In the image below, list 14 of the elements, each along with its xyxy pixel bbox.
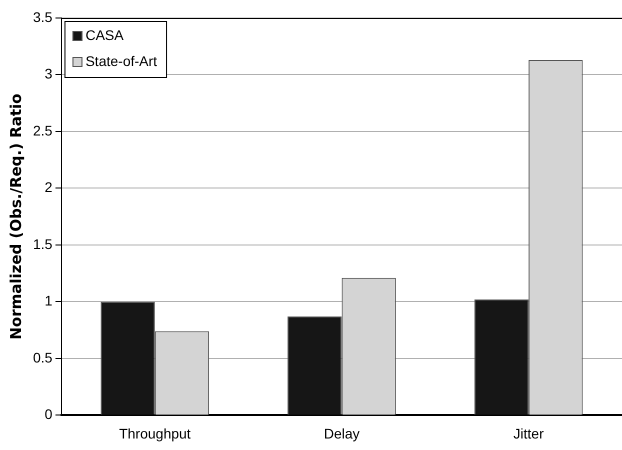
y-tick-label: 1 (44, 292, 53, 309)
y-tick-label: 3 (44, 66, 53, 82)
y-axis-title: Normalized (Obs./Req.) Ratio (6, 94, 25, 340)
legend-label: State-of-Art (85, 52, 158, 69)
x-tick-label: Delay (324, 425, 360, 442)
y-tick-label: 1.5 (32, 236, 53, 252)
x-tick-label: Throughput (119, 425, 191, 442)
y-tick-label: 0 (44, 406, 53, 422)
legend-label: CASA (85, 26, 124, 43)
x-tick-label: Jitter (513, 425, 544, 442)
y-tick-label: 0.5 (32, 349, 53, 366)
y-tick-label: 2.5 (32, 122, 53, 138)
y-tick-label: 3.5 (32, 8, 53, 25)
y-tick-label: 2 (44, 179, 53, 196)
